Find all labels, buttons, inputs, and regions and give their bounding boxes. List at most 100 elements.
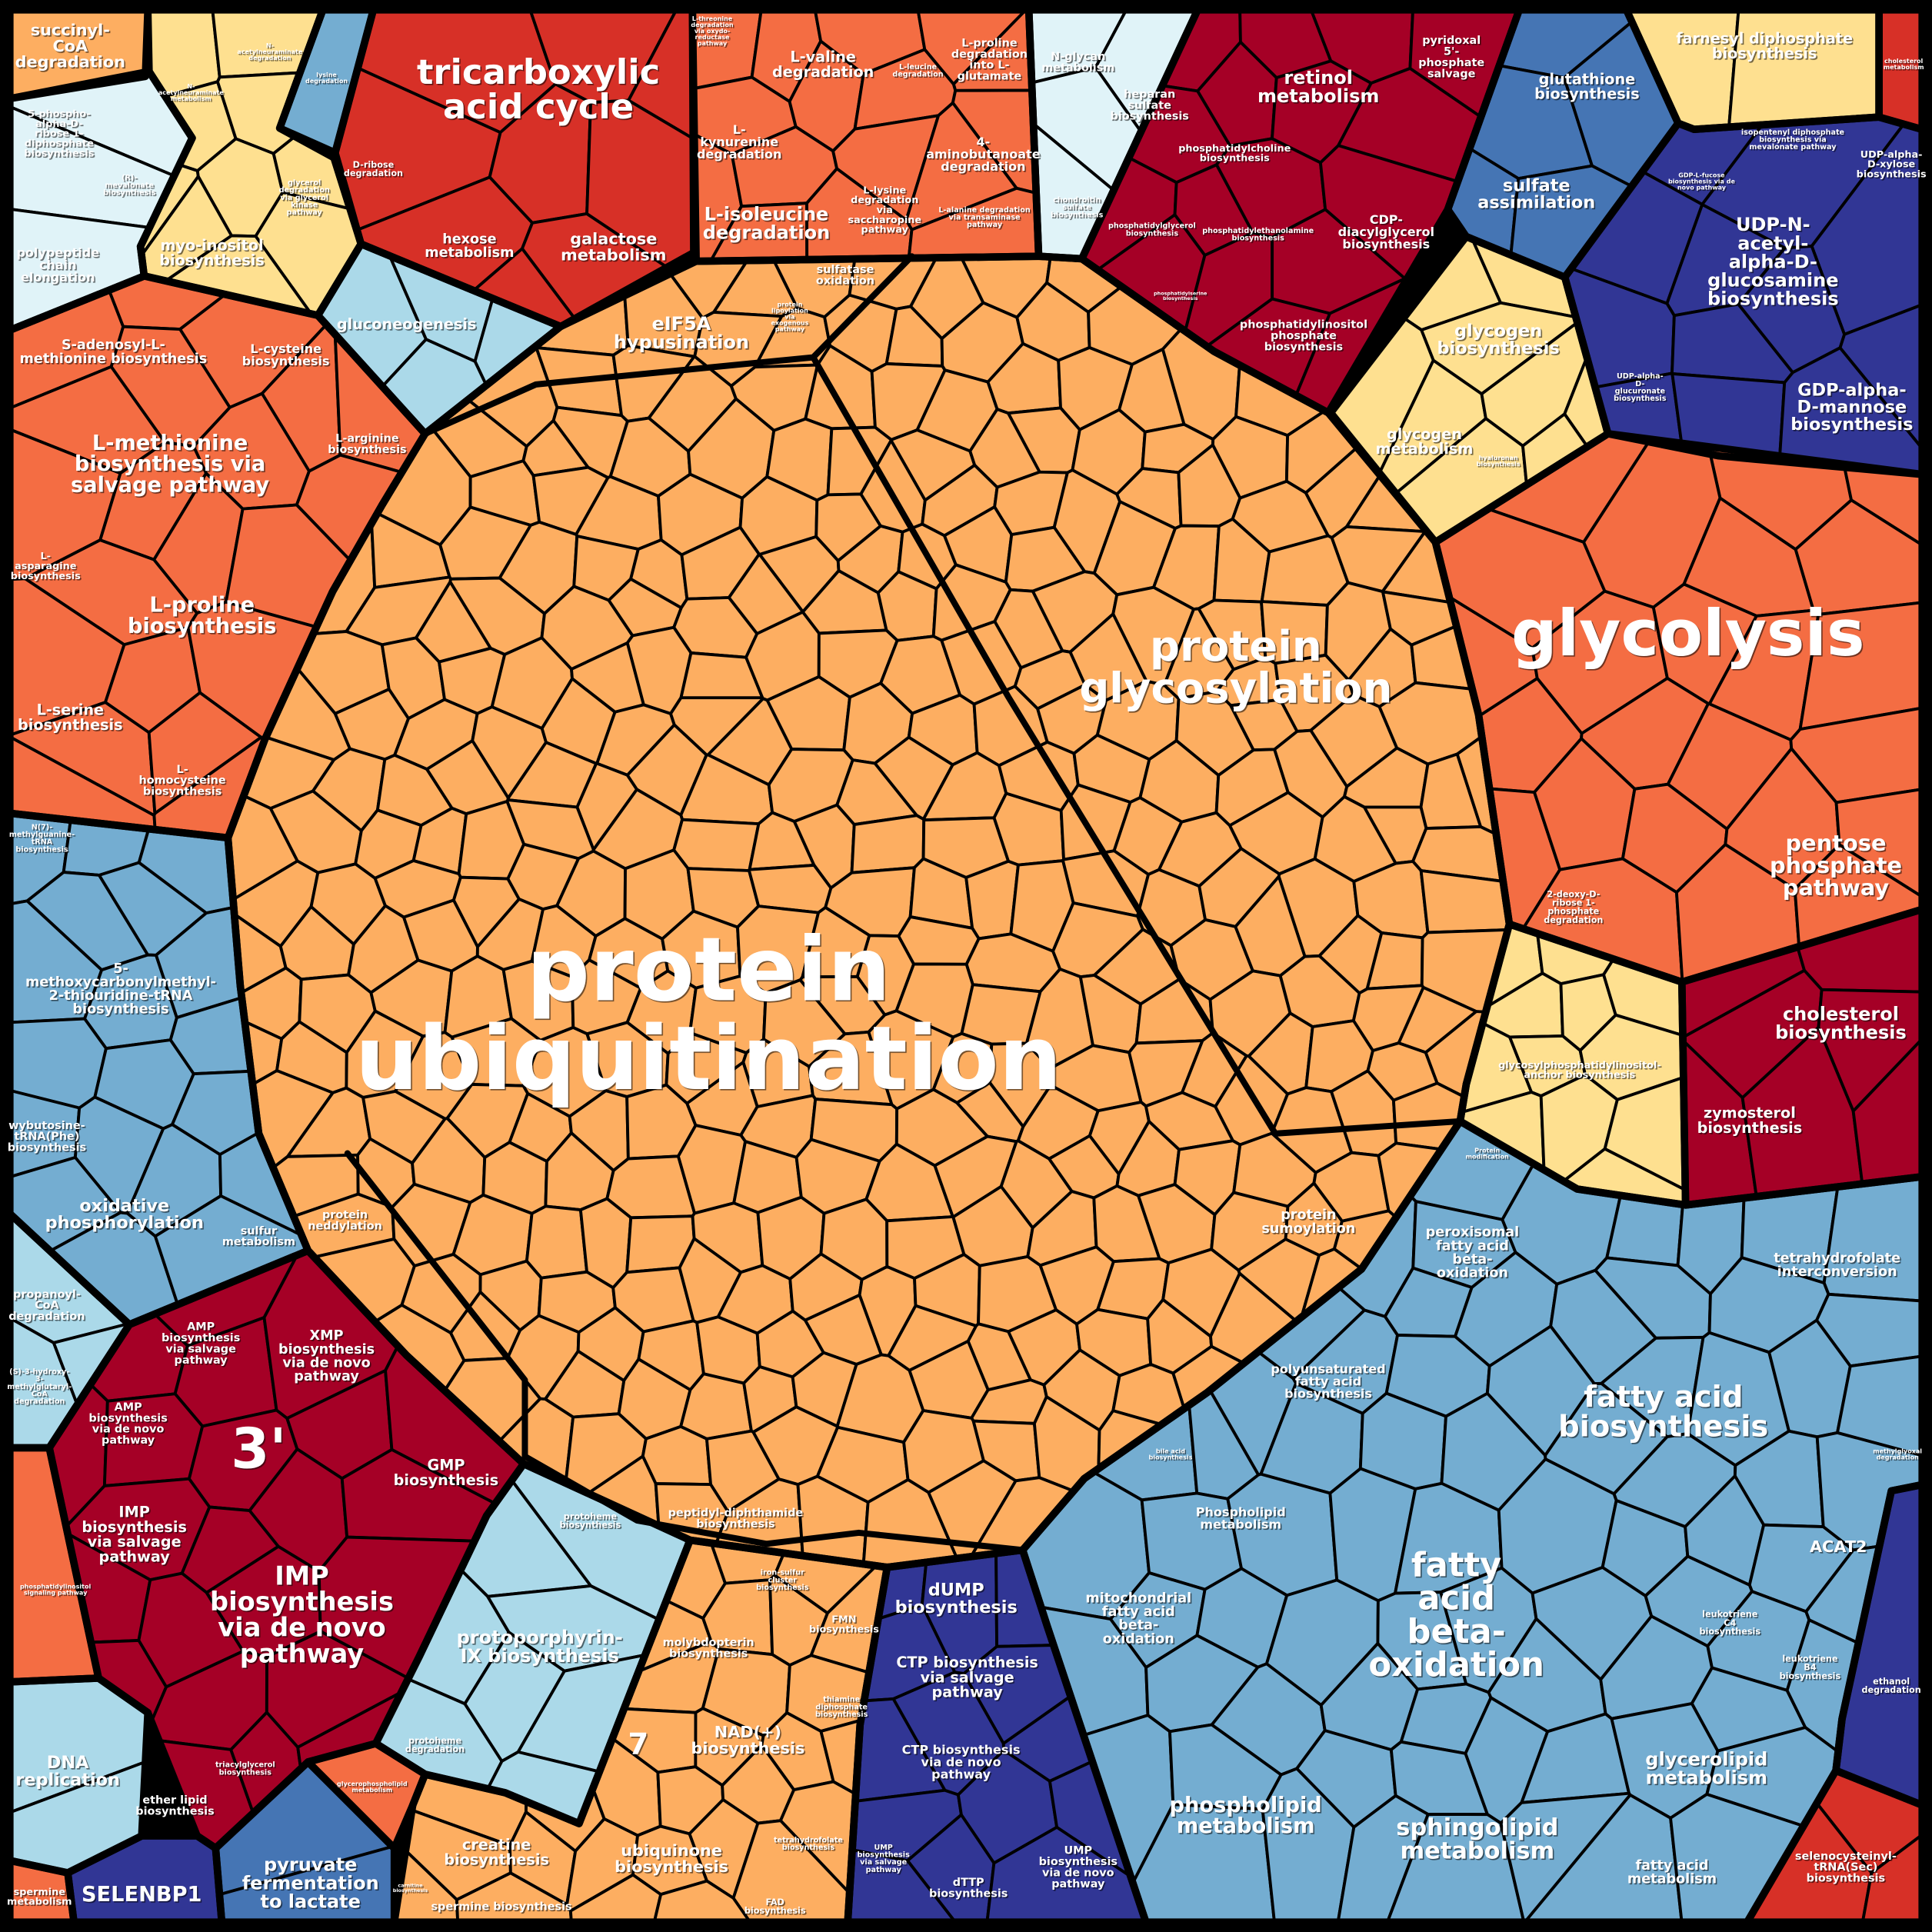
pathway-label: gluconeogenesis xyxy=(337,315,477,333)
pathway-label-line: triacylglycerol xyxy=(215,1761,275,1770)
pathway-label-line: acetylneuraminate xyxy=(158,89,225,96)
pathway-label-line: molybdopterin xyxy=(663,1637,754,1649)
pathway-label-line: polyunsaturated xyxy=(1271,1362,1385,1377)
pathway-label-line: biosynthesis xyxy=(560,1521,621,1531)
pathway-label: CDP-diacylglycerol biosynthesis xyxy=(1338,212,1434,251)
pathway-label-line: pyridoxal xyxy=(1422,35,1481,47)
pathway-label-line: phosphatidylserine xyxy=(1154,291,1208,297)
voronoi-cell xyxy=(850,814,926,874)
pathway-label-line: elongation xyxy=(21,270,95,285)
pathway-label-line: metabolism xyxy=(1400,1837,1554,1864)
pathway-label-line: degradation xyxy=(951,48,1028,61)
pathway-label: L-threonine degradation via oxydo-reductas… xyxy=(691,15,733,47)
pathway-label: phosphatidylglycerol biosynthesis xyxy=(1108,222,1196,238)
pathway-label-line: metabolism xyxy=(1200,1517,1281,1531)
pathway-label: L-valine degradation xyxy=(772,48,874,81)
pathway-label-line: glutamate xyxy=(958,71,1022,83)
pathway-label-line: salvage xyxy=(1427,68,1476,80)
pathway-label-line: eIF5A xyxy=(651,313,711,335)
pathway-label-line: farnesyl diphosphate xyxy=(1676,30,1853,48)
pathway-label: AMP biosynthesis via salvage pathway xyxy=(162,1321,240,1367)
pathway-label-line: protein xyxy=(526,919,891,1022)
pathway-label: glycerol degradation via glycerol kinase pat… xyxy=(279,179,330,217)
pathway-label: selenocysteinyl-tRNA(Sec) biosynthesis xyxy=(1795,1850,1897,1885)
pathway-label-line: degradation xyxy=(8,1311,85,1323)
pathway-label: tetrahydrofolate interconversion xyxy=(1774,1251,1900,1280)
pathway-label-line: metabolism xyxy=(1884,64,1924,71)
pathway-label: spermine biosynthesis xyxy=(431,1900,571,1913)
pathway-label-line: biosynthesis xyxy=(135,1805,214,1817)
pathway-label-line: protoheme xyxy=(408,1736,462,1746)
pathway-label-line: 3- xyxy=(35,1375,44,1384)
pathway-label: UDP-N-acetyl-alpha-D-glucosamine biosynth… xyxy=(1707,214,1839,309)
pathway-label: creatine biosynthesis xyxy=(444,1836,549,1868)
pathway-label: glycerolipid metabolism xyxy=(1645,1749,1767,1789)
pathway-label-line: ACAT2 xyxy=(1810,1537,1867,1556)
pathway-label-line: modification xyxy=(1466,1153,1509,1160)
pathway-label-line: selenocysteinyl- xyxy=(1795,1850,1897,1863)
pathway-label-line: biosynthesis xyxy=(18,716,123,734)
pathway-label-line: tricarboxylic xyxy=(417,52,660,92)
pathway-label-line: diacylglycerol xyxy=(1338,225,1434,239)
pathway-label-line: beta- xyxy=(1452,1252,1492,1267)
pathway-label-line: fatty acid xyxy=(1102,1604,1175,1620)
pathway-label-line: biosynthesis xyxy=(1780,1671,1841,1681)
pathway-label-line: biosynthesis xyxy=(1200,153,1270,165)
pathway-label: CTP biosynthesis via salvage pathway xyxy=(896,1654,1038,1700)
pathway-label-line: N- xyxy=(266,42,274,49)
pathway-label: methylglyoxal degradation xyxy=(1873,1447,1922,1461)
pathway-label-line: biosynthesis xyxy=(278,1342,375,1357)
pathway-label: molybdopterin biosynthesis xyxy=(663,1637,754,1660)
pathway-label: leukotriene C4 biosynthesis xyxy=(1699,1610,1760,1637)
pathway-label-line: salvage pathway xyxy=(71,473,269,497)
pathway-label-line: metabolism xyxy=(561,245,666,264)
pathway-label: heparan sulfate biosynthesis xyxy=(1111,88,1189,123)
pathway-label: AMP biosynthesis via de novo pathway xyxy=(88,1401,167,1447)
pathway-label-line: oxidative xyxy=(79,1196,169,1216)
pathway-label-line: ubiquitination xyxy=(355,1008,1062,1111)
subgroup-border xyxy=(421,253,915,437)
pathway-label-line: degradation xyxy=(1862,1685,1921,1695)
pathway-label-line: metabolism xyxy=(222,1236,295,1248)
pathway-label: FMN biosynthesis xyxy=(809,1614,879,1636)
pathway-label: polypeptide chain elongation xyxy=(16,245,99,285)
pathway-label: Phospholipid metabolism xyxy=(1196,1504,1286,1531)
pathway-label-line: phosphate xyxy=(1418,57,1484,69)
pathway-label-line: mitochondrial xyxy=(1085,1591,1191,1606)
pathway-label-line: pathway xyxy=(931,1683,1003,1700)
pathway-label: L-lysine degradation via saccharopine pathwa… xyxy=(848,185,921,235)
pathway-label: dUMP biosynthesis xyxy=(895,1581,1018,1617)
pathway-label: S-adenosyl-L-methionine biosynthesis xyxy=(20,338,208,367)
pathway-label-line: N(7)- xyxy=(32,823,53,831)
pathway-label-line: phosphatidylinositol xyxy=(20,1584,92,1591)
pathway-label-line: biosynthesis xyxy=(1232,235,1285,243)
pathway-label-line: peptidyl-diphthamide xyxy=(668,1507,804,1520)
pathway-label: L-proline degradation into L-glutamate xyxy=(951,37,1028,82)
pathway-label-line: via de novo xyxy=(218,1613,385,1643)
pathway-label-line: UDP-alpha- xyxy=(1617,372,1664,381)
pathway-label-line: wybutosine- xyxy=(8,1120,85,1132)
pathway-label-line: metabolism xyxy=(7,1897,72,1908)
pathway-label-line: UDP-alpha- xyxy=(1860,149,1923,161)
pathway-label-line: degradation xyxy=(248,55,291,62)
pathway-label-line: tetrahydrofolate xyxy=(774,1836,843,1844)
pathway-label-line: ethanol xyxy=(1873,1677,1910,1687)
pathway-label: peroxisomal fatty acid beta-oxidation xyxy=(1426,1225,1520,1281)
pathway-label: pyruvate fermentation to lactate xyxy=(242,1854,379,1913)
pathway-label: fatty acid biosynthesis xyxy=(1558,1380,1768,1444)
pathway-label-line: mevalonate pathway xyxy=(1749,143,1837,152)
pathway-label: fatty acid metabolism xyxy=(1627,1858,1717,1887)
pathway-label-line: biosynthesis xyxy=(809,1624,879,1636)
pathway-label-line: methionine biosynthesis xyxy=(20,351,208,367)
pathway-label-line: reductase xyxy=(695,34,731,41)
pathway-label: L-alanine degradation via transaminase pat… xyxy=(938,206,1031,229)
pathway-label-line: DNA xyxy=(47,1753,89,1773)
pathway-label: hyaluronan biosynthesis xyxy=(1477,455,1521,468)
pathway-label-line: biosynthesis xyxy=(691,1739,804,1757)
pathway-label-line: L- xyxy=(177,764,188,776)
pathway-label: oxidative phosphorylation xyxy=(45,1196,204,1233)
pathway-label-line: novo pathway xyxy=(1677,184,1727,191)
pathway-label-line: bile acid xyxy=(1156,1447,1185,1454)
pathway-label: fatty acid beta-oxidation xyxy=(1368,1546,1544,1684)
